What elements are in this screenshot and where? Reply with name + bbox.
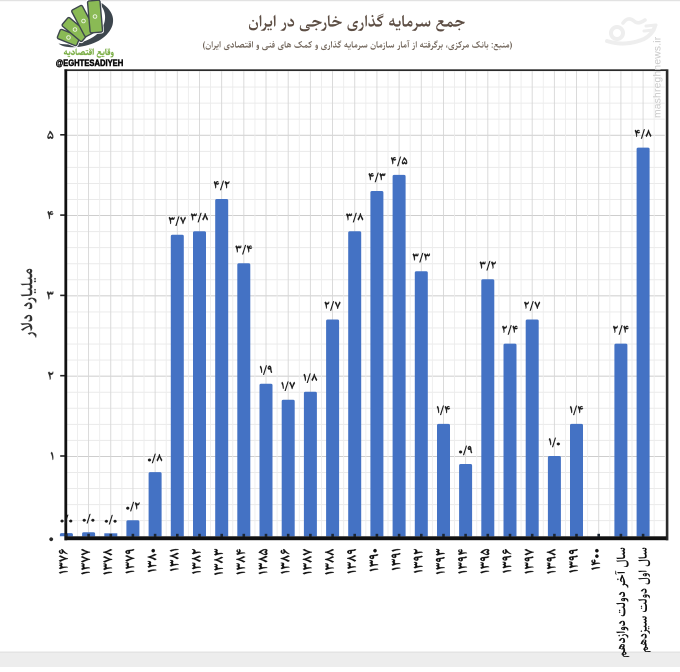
svg-text:@EGHTESADIYEH: @EGHTESADIYEH	[56, 58, 124, 68]
svg-text:mashreghnews.ir: mashreghnews.ir	[653, 36, 664, 118]
